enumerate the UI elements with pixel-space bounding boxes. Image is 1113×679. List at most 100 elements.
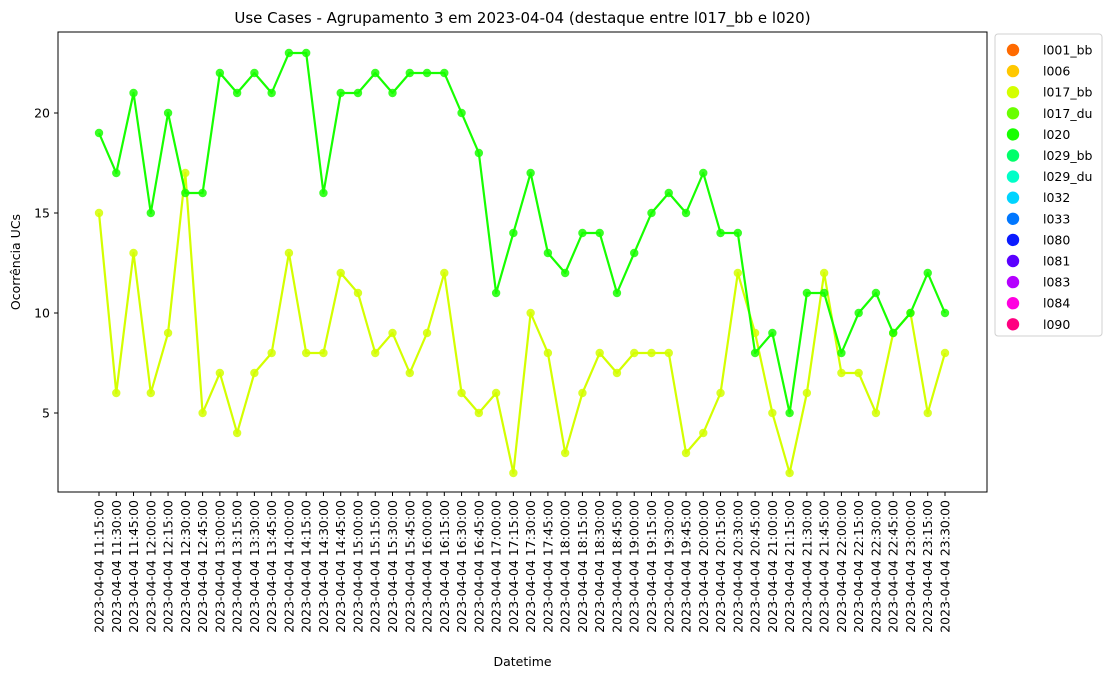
data-point (163, 328, 173, 338)
data-point (509, 228, 518, 238)
x-tick-label: 2023-04-04 15:15:00 (368, 500, 383, 633)
data-point (336, 268, 345, 278)
data-point (336, 88, 345, 98)
legend-marker (1006, 254, 1020, 268)
data-point (699, 168, 708, 178)
data-point (422, 328, 432, 338)
legend-entry-l006: l006 (1006, 64, 1070, 79)
data-point (457, 388, 466, 398)
x-tick-label: 2023-04-04 17:45:00 (540, 500, 555, 633)
legend-label: l006 (1043, 64, 1070, 79)
data-point (371, 68, 380, 78)
data-point (681, 448, 691, 458)
data-point (353, 88, 363, 98)
x-tick-label: 2023-04-04 17:15:00 (506, 500, 521, 633)
data-point (871, 288, 881, 298)
data-point (750, 348, 760, 358)
data-point (215, 368, 225, 378)
x-tick-label: 2023-04-04 13:15:00 (230, 500, 245, 633)
x-tick-label: 2023-04-04 12:45:00 (195, 500, 210, 633)
x-tick-label: 2023-04-04 18:00:00 (558, 500, 573, 633)
legend-label: l020 (1043, 127, 1070, 142)
legend-marker (1006, 297, 1020, 310)
legend-marker (1006, 233, 1020, 247)
legend-entry-l001_bb: l001_bb (1006, 43, 1093, 58)
data-point (560, 448, 570, 458)
x-tick-label: 2023-04-04 23:00:00 (903, 500, 918, 633)
data-point (647, 208, 656, 218)
data-point (802, 388, 812, 398)
legend-label: l083 (1043, 275, 1070, 290)
x-tick-label: 2023-04-04 21:00:00 (765, 500, 780, 633)
data-point (699, 428, 708, 438)
data-point (388, 328, 397, 338)
data-point (612, 288, 622, 298)
data-point (129, 248, 138, 258)
legend-frame (994, 33, 1103, 337)
y-tick-label: 5 (42, 406, 50, 421)
data-point (353, 288, 363, 298)
x-tick-label: 2023-04-04 17:00:00 (489, 500, 504, 633)
x-tick-label: 2023-04-04 15:45:00 (402, 500, 417, 633)
x-tick-label: 2023-04-04 21:30:00 (799, 500, 814, 633)
data-point (491, 388, 501, 398)
y-tick-label: 15 (34, 206, 50, 221)
data-point (112, 388, 121, 398)
data-point (388, 88, 397, 98)
data-point (301, 348, 311, 358)
data-point (232, 88, 242, 98)
x-tick-label: 2023-04-04 18:45:00 (609, 500, 624, 633)
data-point (284, 48, 294, 58)
legend-marker (1006, 191, 1020, 204)
data-point (664, 188, 673, 198)
data-point (785, 468, 794, 478)
x-tick-label: 2023-04-04 21:45:00 (817, 500, 832, 633)
x-tick-label: 2023-04-04 11:45:00 (126, 500, 141, 633)
legend-entry-l029_bb: l029_bb (1006, 148, 1093, 163)
legend-label: l084 (1043, 296, 1070, 311)
data-point (889, 328, 898, 338)
legend-entry-l083: l083 (1006, 275, 1070, 290)
series-line-l017_bb (97, 171, 947, 475)
data-point (923, 268, 932, 278)
data-point (785, 408, 794, 418)
x-tick-label: 2023-04-04 11:30:00 (109, 500, 124, 633)
data-point (440, 268, 449, 278)
legend-entry-l080: l080 (1006, 232, 1070, 247)
data-point (560, 268, 570, 278)
x-tick-label: 2023-04-04 16:45:00 (471, 500, 486, 633)
x-tick-label: 2023-04-04 19:00:00 (627, 500, 642, 633)
data-point (491, 288, 501, 298)
data-point (802, 288, 812, 298)
x-tick-label: 2023-04-04 13:00:00 (212, 500, 227, 633)
data-point (129, 88, 138, 98)
legend-marker (1006, 149, 1020, 162)
x-tick-label: 2023-04-04 21:15:00 (782, 500, 797, 633)
data-point (232, 428, 242, 438)
x-tick-label: 2023-04-04 20:15:00 (713, 500, 728, 633)
data-point (630, 348, 639, 358)
data-point (215, 68, 225, 78)
data-point (940, 348, 950, 358)
legend-marker (1006, 43, 1020, 57)
x-tick-label: 2023-04-04 14:00:00 (281, 500, 296, 633)
legend-entry-l033: l033 (1006, 211, 1070, 226)
legend-label: l032 (1043, 190, 1070, 205)
legend-label: l001_bb (1043, 43, 1093, 58)
plot-area (57, 31, 988, 493)
x-tick-label: 2023-04-04 14:30:00 (316, 500, 331, 633)
legend-marker (1006, 86, 1020, 99)
x-tick-label: 2023-04-04 16:30:00 (454, 500, 469, 633)
data-point (526, 308, 535, 318)
x-tick-label: 2023-04-04 12:30:00 (178, 500, 193, 633)
data-point (612, 368, 622, 378)
data-point (768, 328, 777, 338)
x-tick-label: 2023-04-04 22:45:00 (886, 500, 901, 633)
data-point (146, 208, 155, 218)
data-point (733, 268, 743, 278)
data-point (319, 188, 328, 198)
data-point (163, 108, 173, 118)
x-tick-label: 2023-04-04 12:15:00 (161, 500, 176, 633)
data-point (267, 348, 276, 358)
data-point (267, 88, 276, 98)
